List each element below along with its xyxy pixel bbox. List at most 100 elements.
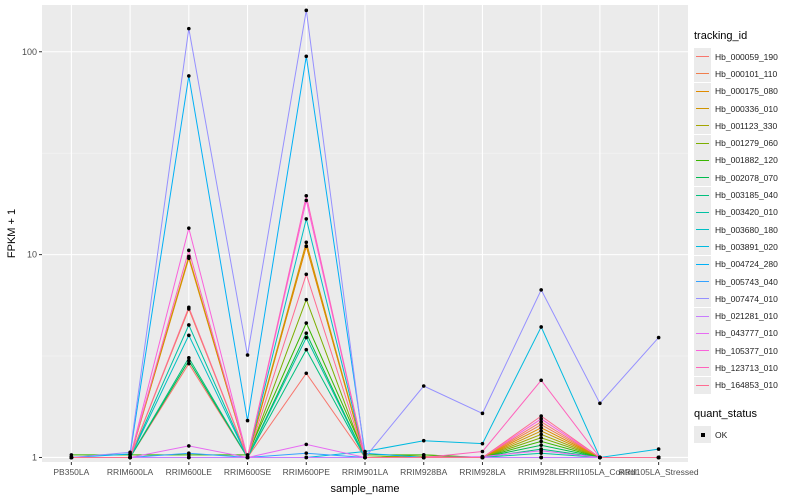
legend-item: Hb_105377_010 [694, 342, 798, 360]
point-icon [694, 426, 711, 444]
data-point [480, 441, 485, 446]
data-point [187, 455, 191, 460]
data-point [245, 453, 250, 457]
legend-label: Hb_003891_020 [715, 241, 778, 252]
legend-line-icon [694, 48, 711, 66]
data-point [187, 74, 191, 78]
data-point [539, 432, 543, 437]
legend-label: Hb_003185_040 [715, 190, 778, 201]
quant-status-legend: quant_status OK [694, 407, 798, 444]
legend-item: Hb_003680_180 [694, 221, 798, 239]
legend: tracking_id Hb_000059_190 Hb_000101_110 Hb… [694, 30, 798, 444]
y-tick-label: 1 [32, 452, 37, 462]
data-point [304, 455, 309, 460]
data-point [539, 451, 543, 455]
data-point [539, 419, 543, 424]
legend-line-icon [694, 65, 711, 83]
legend-label: Hb_043777_010 [715, 328, 778, 339]
data-point [539, 378, 543, 383]
x-axis-title: sample_name [330, 483, 399, 495]
data-point [539, 455, 543, 460]
legend-line-icon [694, 151, 711, 169]
data-point [539, 448, 543, 453]
legend-line-icon [694, 169, 711, 187]
data-point [598, 401, 602, 406]
data-point [539, 422, 543, 427]
data-point [656, 447, 661, 451]
legend-item: Hb_003420_010 [694, 203, 798, 221]
data-point [187, 361, 191, 366]
legend-item: Hb_001123_330 [694, 117, 798, 135]
data-point [656, 455, 661, 460]
legend-label: Hb_164853_010 [715, 380, 778, 391]
data-point [128, 455, 132, 460]
data-point [539, 414, 543, 418]
data-point [304, 331, 309, 335]
data-point [187, 356, 191, 360]
legend-item: Hb_004724_280 [694, 255, 798, 273]
data-point [539, 443, 543, 447]
legend-line-icon [694, 324, 711, 342]
legend-line-icon [694, 186, 711, 204]
data-point [421, 438, 426, 443]
data-point [304, 244, 309, 249]
data-point [539, 325, 543, 329]
legend-label: Hb_003420_010 [715, 207, 778, 218]
legend-label: Hb_000336_010 [715, 103, 778, 114]
legend-line-icon [694, 307, 711, 325]
legend-label: Hb_005743_040 [715, 276, 778, 287]
data-point [304, 297, 309, 302]
data-point [480, 411, 485, 416]
data-point [480, 455, 485, 460]
legend-item: Hb_043777_010 [694, 324, 798, 342]
legend-line-icon [694, 221, 711, 239]
legend-line-icon [694, 82, 711, 100]
x-tick-label: RRIM901LA [342, 467, 389, 477]
data-point [539, 439, 543, 444]
legend-item: Hb_003891_020 [694, 238, 798, 256]
legend-item: Hb_000175_080 [694, 82, 798, 100]
x-tick-label: RRIM928LE [518, 467, 565, 477]
data-point [363, 455, 367, 460]
data-point [69, 455, 74, 460]
legend-line-icon [694, 100, 711, 118]
y-tick-label: 10 [27, 250, 37, 260]
data-point [421, 453, 426, 457]
y-axis-title: FPKM + 1 [6, 209, 18, 258]
legend-label: Hb_000059_190 [715, 51, 778, 62]
data-point [539, 417, 543, 421]
legend-line-icon [694, 134, 711, 152]
data-point [304, 8, 309, 13]
legend-items: Hb_000059_190 Hb_000101_110 Hb_000175_080 H… [694, 48, 798, 394]
data-point [187, 451, 191, 455]
data-point [304, 193, 309, 198]
data-point [421, 384, 426, 388]
legend-line-icon [694, 376, 711, 394]
legend-item: Hb_123713_010 [694, 359, 798, 377]
legend-label: Hb_003680_180 [715, 224, 778, 235]
data-point [304, 217, 309, 221]
legend-label: Hb_002078_070 [715, 172, 778, 183]
legend-item: Hb_000336_010 [694, 100, 798, 118]
data-point [187, 323, 191, 327]
data-point [304, 371, 309, 376]
legend-item: Hb_164853_010 [694, 376, 798, 394]
data-point [304, 321, 309, 325]
legend-line-icon [694, 342, 711, 360]
legend-item: Hb_001279_060 [694, 134, 798, 152]
legend-label: Hb_105377_010 [715, 345, 778, 356]
data-point [187, 248, 191, 253]
data-point [304, 272, 309, 277]
x-tick-label: RRIM600SE [224, 467, 272, 477]
data-point [187, 26, 191, 31]
quant-status-legend-title: quant_status [694, 407, 757, 420]
x-tick-label: RRIM928LA [459, 467, 506, 477]
data-point [363, 451, 367, 455]
legend-line-icon [694, 255, 711, 273]
legend-item: Hb_007474_010 [694, 290, 798, 308]
x-tick-label: RRIM600LE [166, 467, 213, 477]
data-point [304, 442, 309, 447]
data-point [245, 353, 250, 357]
legend-label: Hb_123713_010 [715, 362, 778, 373]
legend-label: Hb_021281_010 [715, 311, 778, 322]
